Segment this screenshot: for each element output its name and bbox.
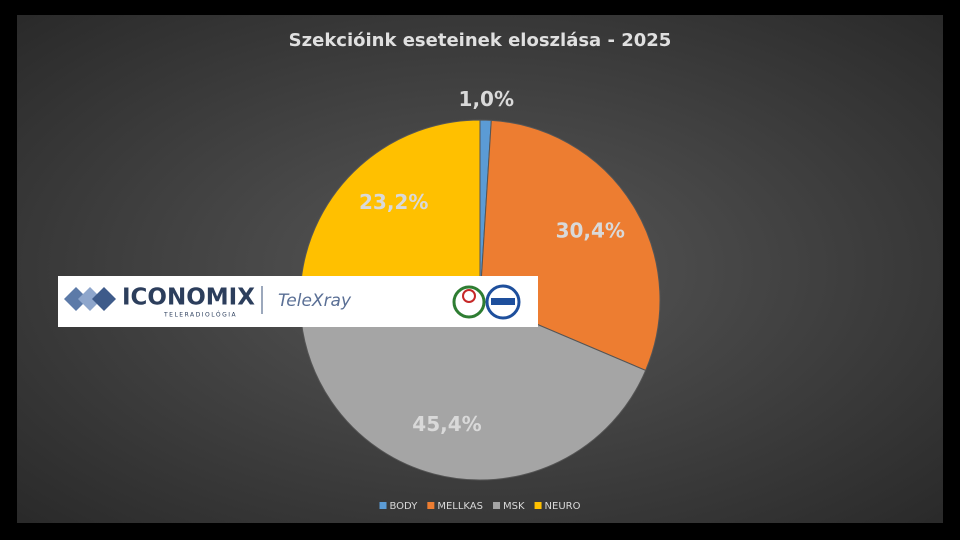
legend-swatch bbox=[493, 502, 501, 509]
chart-title: Szekcióink eseteinek eloszlása - 2025 bbox=[289, 30, 672, 51]
brand-name: ICONOMIX bbox=[122, 285, 255, 311]
data-label: 45,4% bbox=[412, 412, 481, 436]
product-name: TeleXray bbox=[278, 291, 352, 311]
legend-swatch bbox=[379, 502, 387, 509]
legend-label: MELLKAS bbox=[437, 501, 483, 512]
brand-tagline: TELERADIOLÓGIA bbox=[163, 312, 237, 319]
legend-swatch bbox=[427, 502, 435, 509]
legend-label: NEURO bbox=[545, 501, 581, 512]
iqnet-band bbox=[491, 298, 515, 305]
pie bbox=[299, 119, 661, 481]
cert-badge-inner bbox=[462, 289, 476, 303]
data-labels: 1,0% 30,4% 45,4% 23,2% bbox=[359, 87, 625, 436]
legend-label: MSK bbox=[503, 501, 525, 512]
legend: BODY MELLKAS MSK NEURO bbox=[379, 501, 581, 512]
data-label: 30,4% bbox=[556, 218, 625, 242]
legend-label: BODY bbox=[390, 501, 419, 512]
data-label: 23,2% bbox=[359, 190, 428, 214]
legend-swatch bbox=[534, 502, 542, 509]
logo-banner: ICONOMIX TELERADIOLÓGIA TeleXray bbox=[58, 276, 538, 327]
slice bbox=[300, 119, 481, 301]
brand-icon bbox=[64, 287, 116, 311]
slice bbox=[299, 279, 647, 481]
data-label: 1,0% bbox=[459, 87, 514, 111]
